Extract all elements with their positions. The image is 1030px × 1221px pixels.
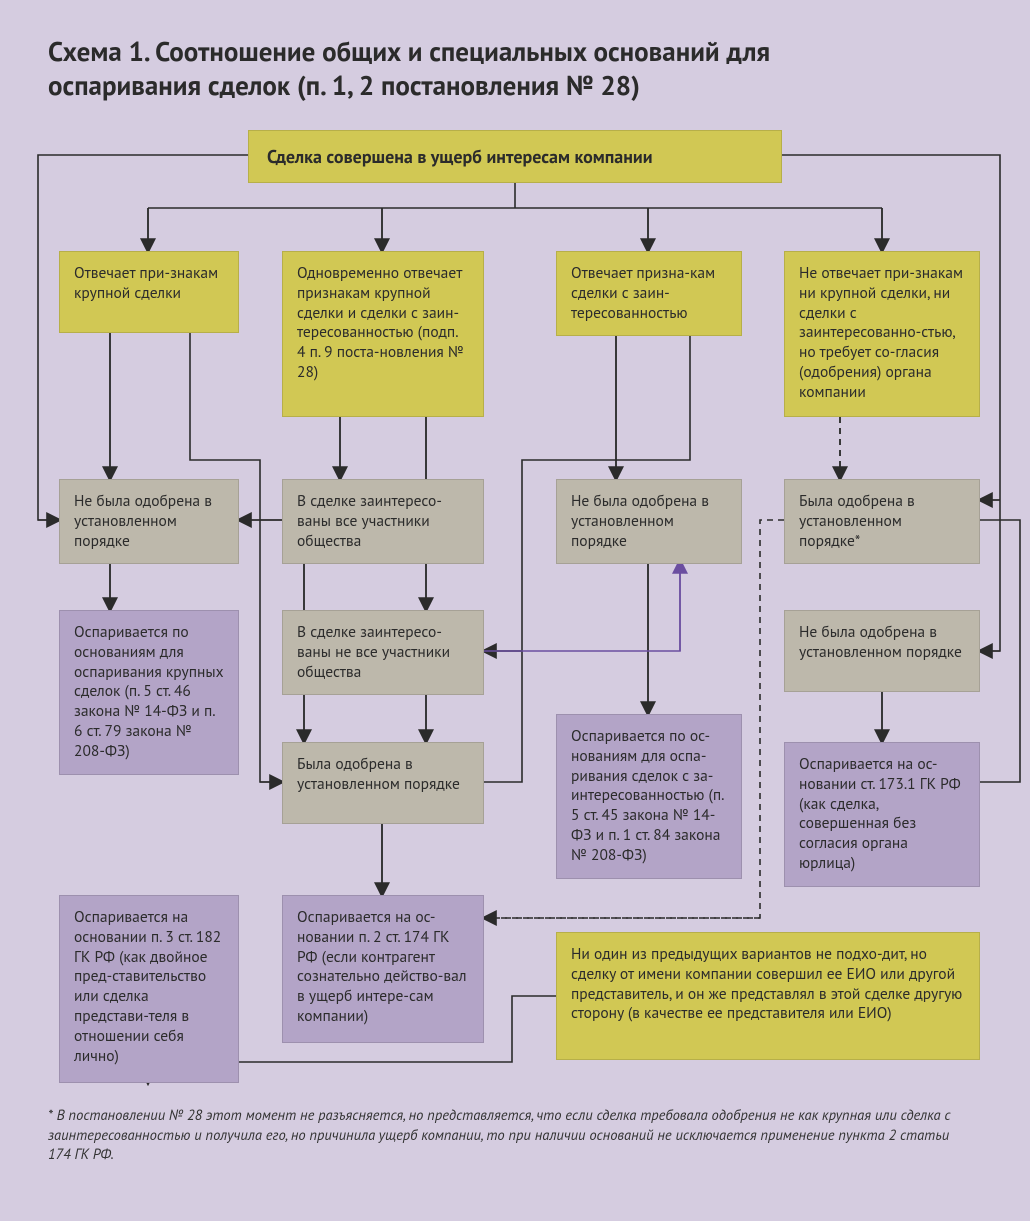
node-head: Сделка совершена в ущерб интересам компа… [248, 130, 782, 183]
node-g1: Не была одобрена в установленном порядке [59, 479, 239, 564]
node-g4: Была одобрена в установленном порядке* [784, 479, 980, 564]
node-col4a: Не отвечает при-знакам ни крупной сделки… [784, 251, 980, 417]
diagram-title: Схема 1. Соотношение общих и специальных… [48, 36, 808, 104]
node-p1: Оспаривается по основаниям для оспариван… [59, 610, 239, 775]
node-g7: Была одобрена в установленном порядке [282, 742, 484, 824]
node-col2a: Одновременно отвечает признакам крупной … [282, 251, 484, 417]
node-g5: В сделке заинтересо-ваны не все участник… [282, 610, 484, 695]
node-p4: Оспаривается на ос-новании ст. 173.1 ГК … [784, 742, 980, 887]
node-g3: Не была одобрена в установленном порядке [556, 479, 742, 564]
footnote: * В постановлении № 28 этот момент не ра… [48, 1106, 968, 1165]
node-col3a: Отвечает призна-кам сделки с заин-тересо… [556, 251, 742, 336]
node-p3: Оспаривается по ос-нованиям для оспа-рив… [556, 714, 742, 879]
node-g2: В сделке заинтересо-ваны все участники о… [282, 479, 484, 564]
node-p6: Оспаривается на ос-новании п. 2 ст. 174 … [282, 895, 484, 1043]
node-y5: Ни один из предыдущих вариантов не подхо… [556, 932, 980, 1060]
node-g6: Не была одобрена в установленном порядке [784, 610, 980, 692]
node-p5: Оспаривается на основании п. 3 ст. 182 Г… [59, 895, 239, 1083]
node-col1a: Отвечает при-знакам крупной сделки [59, 251, 239, 333]
